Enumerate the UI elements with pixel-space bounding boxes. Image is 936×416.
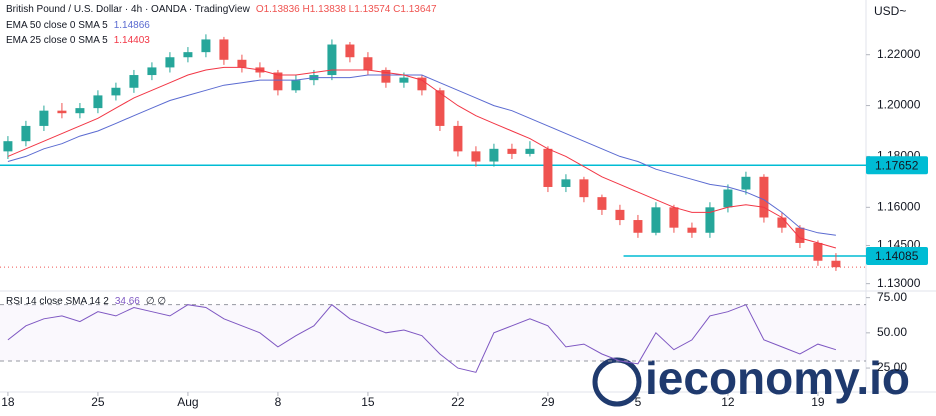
candle-body: [453, 125, 463, 152]
candle-body: [741, 176, 751, 190]
x-tick-label: 29: [541, 395, 555, 409]
level-tag: [866, 247, 928, 266]
candle-body: [165, 57, 175, 68]
candle-body: [633, 220, 643, 233]
candle-body: [777, 217, 787, 228]
candle-body: [561, 179, 571, 187]
x-tick-label: Aug: [177, 395, 198, 409]
x-tick-label: 22: [451, 395, 465, 409]
level-tag: [866, 156, 928, 175]
indicator-value: 1.14866: [113, 20, 150, 31]
rsi-header: RSI 14 close SMA 14 2 34.66 ∅ ∅: [6, 296, 172, 307]
symbol-title: British Pound / U.S. Dollar · 4h · OANDA…: [6, 4, 250, 15]
candle-body: [75, 108, 85, 114]
candle-body: [831, 260, 841, 268]
y-tick-label: 25.00: [877, 360, 907, 374]
candle-body: [543, 148, 553, 187]
candle-body: [57, 110, 67, 114]
candle-body: [3, 141, 13, 152]
candle-body: [669, 207, 679, 228]
candle-body: [615, 209, 625, 221]
indicator-row: EMA 25 close 0 SMA 5 1.14403: [6, 35, 156, 46]
candle-body: [435, 90, 445, 126]
candle-body: [525, 148, 535, 154]
candle-body: [489, 148, 499, 162]
x-tick-label: 19: [811, 395, 825, 409]
indicator-row: EMA 50 close 0 SMA 5 1.14866: [6, 20, 156, 31]
candle-body: [813, 242, 823, 261]
rsi-value: 34.66: [114, 296, 140, 307]
candle-body: [147, 67, 157, 76]
header-row: British Pound / U.S. Dollar · 4h · OANDA…: [6, 4, 443, 15]
candle-body: [507, 148, 517, 154]
candle-body: [273, 72, 283, 91]
currency-label: USD~: [874, 4, 906, 18]
candle-body: [381, 69, 391, 83]
rsi-name: RSI 14 close SMA 14 2: [6, 296, 109, 307]
indicator-value: 1.14403: [113, 35, 150, 46]
y-tick-label: 75.00: [877, 290, 907, 304]
candle-body: [579, 179, 589, 198]
ema-line: [7, 66, 837, 249]
y-tick-label: 1.20000: [877, 98, 921, 112]
candle-body: [201, 39, 211, 53]
candle-body: [723, 189, 733, 208]
level-label: 1.17652: [875, 158, 919, 172]
x-tick-label: 15: [361, 395, 375, 409]
y-tick-label: 1.16000: [877, 199, 921, 213]
candle-body: [39, 110, 49, 126]
candle-body: [183, 52, 193, 58]
x-tick-label: 5: [635, 395, 642, 409]
candle-body: [237, 59, 247, 68]
candle-body: [345, 44, 355, 58]
candle-body: [471, 151, 481, 162]
y-tick-label: 1.22000: [877, 47, 921, 61]
candle-body: [363, 57, 373, 70]
candle-body: [759, 176, 769, 218]
candle-body: [687, 227, 697, 233]
x-tick-label: 8: [275, 395, 282, 409]
y-tick-label: 1.13000: [877, 276, 921, 290]
indicator-name: EMA 25 close 0 SMA 5: [6, 35, 108, 46]
candle-body: [651, 207, 661, 233]
candle-body: [21, 125, 31, 142]
ema-line: [7, 74, 836, 236]
candle-body: [129, 75, 139, 88]
rsi-band: [0, 304, 866, 362]
candle-body: [219, 39, 229, 60]
level-label: 1.14085: [875, 249, 919, 263]
candle-body: [291, 80, 301, 91]
x-tick-label: 25: [91, 395, 105, 409]
x-tick-label: 18: [1, 395, 15, 409]
ohlc-label: O1.13836 H1.13838 L1.13574 C1.13647: [255, 4, 437, 15]
candle-body: [399, 77, 409, 83]
candle-body: [93, 95, 103, 109]
candle-body: [597, 197, 607, 210]
watermark-logo: [592, 357, 642, 407]
rsi-line: [7, 304, 837, 373]
y-tick-label: 50.00: [877, 325, 907, 339]
rsi-extra: ∅ ∅: [145, 296, 167, 307]
candle-body: [327, 44, 337, 76]
candle-body: [705, 207, 715, 233]
x-tick-label: 12: [721, 395, 735, 409]
indicator-name: EMA 50 close 0 SMA 5: [6, 20, 108, 31]
candle-body: [795, 227, 805, 243]
candle-body: [417, 77, 427, 91]
candle-body: [111, 87, 121, 96]
